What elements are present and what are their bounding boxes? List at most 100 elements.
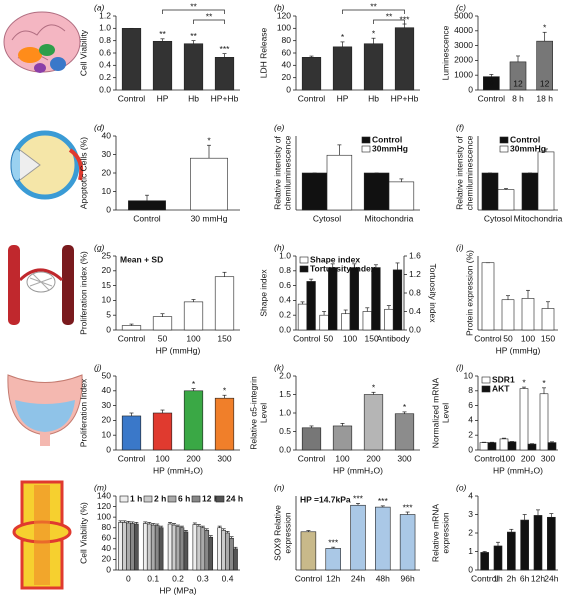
- bar: [300, 531, 317, 571]
- bar: [499, 438, 509, 451]
- bar: [520, 519, 529, 571]
- bar: [533, 515, 543, 571]
- x-tick-label: Hb: [368, 93, 379, 103]
- y-tick-label: 20: [102, 554, 112, 564]
- x-tick-label: 0.1: [147, 573, 159, 583]
- x-tick-label: 300: [217, 453, 231, 463]
- bar: [122, 522, 127, 571]
- x-axis-label: HP (mmH₂O): [333, 465, 383, 475]
- bracket: [342, 9, 405, 14]
- bracket: [162, 9, 225, 14]
- bar: [326, 154, 353, 211]
- x-tick-label: Control: [478, 93, 506, 103]
- x-tick-label: 1h: [493, 573, 503, 583]
- y-axis-label: Protein expression (%): [464, 250, 474, 336]
- x-tick-label: Cytosol: [313, 213, 341, 223]
- bar: [384, 308, 394, 331]
- legend-swatch: [481, 385, 491, 393]
- bar: [126, 522, 131, 571]
- y-tick-label: 5: [106, 309, 111, 319]
- x-tick-label: 0: [126, 573, 131, 583]
- x-tick-label: Control: [118, 333, 146, 343]
- y-tick-label: 15: [102, 280, 112, 290]
- bar: [480, 552, 489, 571]
- y-axis-label: Cell Viability (%): [78, 502, 88, 564]
- bracket-label: **: [190, 1, 197, 11]
- y-tick-label: 25: [102, 250, 112, 260]
- y-tick-label: 3000: [454, 40, 473, 50]
- x-tick-label: 50: [324, 333, 334, 343]
- bar: [328, 267, 338, 331]
- x-axis-label: HP (mmH₂O): [153, 465, 203, 475]
- x-tick-label: Control: [118, 93, 146, 103]
- y-tick-label: 20: [282, 72, 292, 82]
- y2-tick-label: 1.6: [409, 250, 421, 260]
- y-tick-label: 4: [468, 490, 473, 500]
- bar: [233, 548, 238, 571]
- y2-axis-label: Tortuosity index: [428, 263, 438, 323]
- significance-mark: *: [207, 136, 211, 146]
- bar: [150, 524, 156, 571]
- y-tick-label: 120: [277, 10, 291, 20]
- y-tick-label: 0: [468, 564, 473, 574]
- bar: [362, 311, 372, 331]
- bar: [501, 299, 515, 331]
- bar: [229, 537, 234, 571]
- significance-mark: **: [190, 31, 197, 41]
- y-axis-label: Shape index: [258, 269, 268, 317]
- panel-label: (b): [274, 2, 285, 12]
- bracket: [373, 19, 405, 24]
- legend-label: 24 h: [226, 493, 243, 503]
- y-tick-label: 0: [106, 444, 111, 454]
- y-tick-label: 30: [102, 149, 112, 159]
- x-tick-label: 8 h: [512, 93, 524, 103]
- bar: [521, 298, 535, 331]
- bar: [306, 281, 316, 331]
- significance-mark: *: [543, 23, 547, 33]
- x-tick-label: 12h: [326, 573, 340, 583]
- y-tick-label: 0.0: [99, 84, 111, 94]
- significance-mark: ***: [220, 44, 231, 54]
- y-axis-label: Proliferation Index: [78, 378, 88, 447]
- y-tick-label: 80: [282, 35, 292, 45]
- bar: [507, 441, 517, 451]
- bar: [217, 527, 222, 571]
- bar: [118, 522, 123, 571]
- note: Mean + SD: [120, 254, 163, 264]
- eye-icon: [10, 130, 84, 200]
- legend-label: 30mmHg: [510, 143, 546, 153]
- y-tick-label: 0.2: [279, 309, 291, 319]
- y-axis-label: SOX9 Relative: [272, 505, 282, 561]
- bar: [539, 393, 549, 451]
- panel-label: (c): [456, 2, 466, 12]
- panel-label: (j): [94, 362, 102, 372]
- y-tick-label: 0.4: [99, 60, 111, 70]
- y-tick-label: 0.0: [279, 324, 291, 334]
- y-axis-label: chemiluminescence: [282, 135, 292, 210]
- legend-label: SDR1: [492, 374, 515, 384]
- y-tick-label: 100: [277, 23, 291, 33]
- bar: [375, 506, 391, 571]
- bar: [183, 301, 204, 331]
- sample-size-label: 9: [489, 78, 494, 88]
- y-tick-label: 40: [102, 385, 112, 395]
- y-tick-label: 1.2: [99, 10, 111, 20]
- x-tick-label: 300: [397, 453, 411, 463]
- bar: [192, 524, 198, 571]
- x-tick-label: Control: [474, 453, 502, 463]
- bar: [301, 57, 322, 91]
- x-tick-label: Control: [298, 93, 326, 103]
- legend-swatch: [499, 145, 509, 153]
- bar: [152, 316, 173, 331]
- y-tick-label: 0: [468, 84, 473, 94]
- bar: [363, 172, 390, 211]
- bar: [363, 394, 384, 451]
- legend-label: 6 h: [178, 493, 190, 503]
- legend-label: Tortuosity index: [310, 263, 376, 273]
- y-tick-label: 0.6: [279, 280, 291, 290]
- y-axis-label: Apoptotic Cells (%): [78, 137, 88, 209]
- bracket-label: **: [206, 11, 213, 21]
- legend-swatch: [299, 265, 309, 273]
- bar: [152, 40, 173, 91]
